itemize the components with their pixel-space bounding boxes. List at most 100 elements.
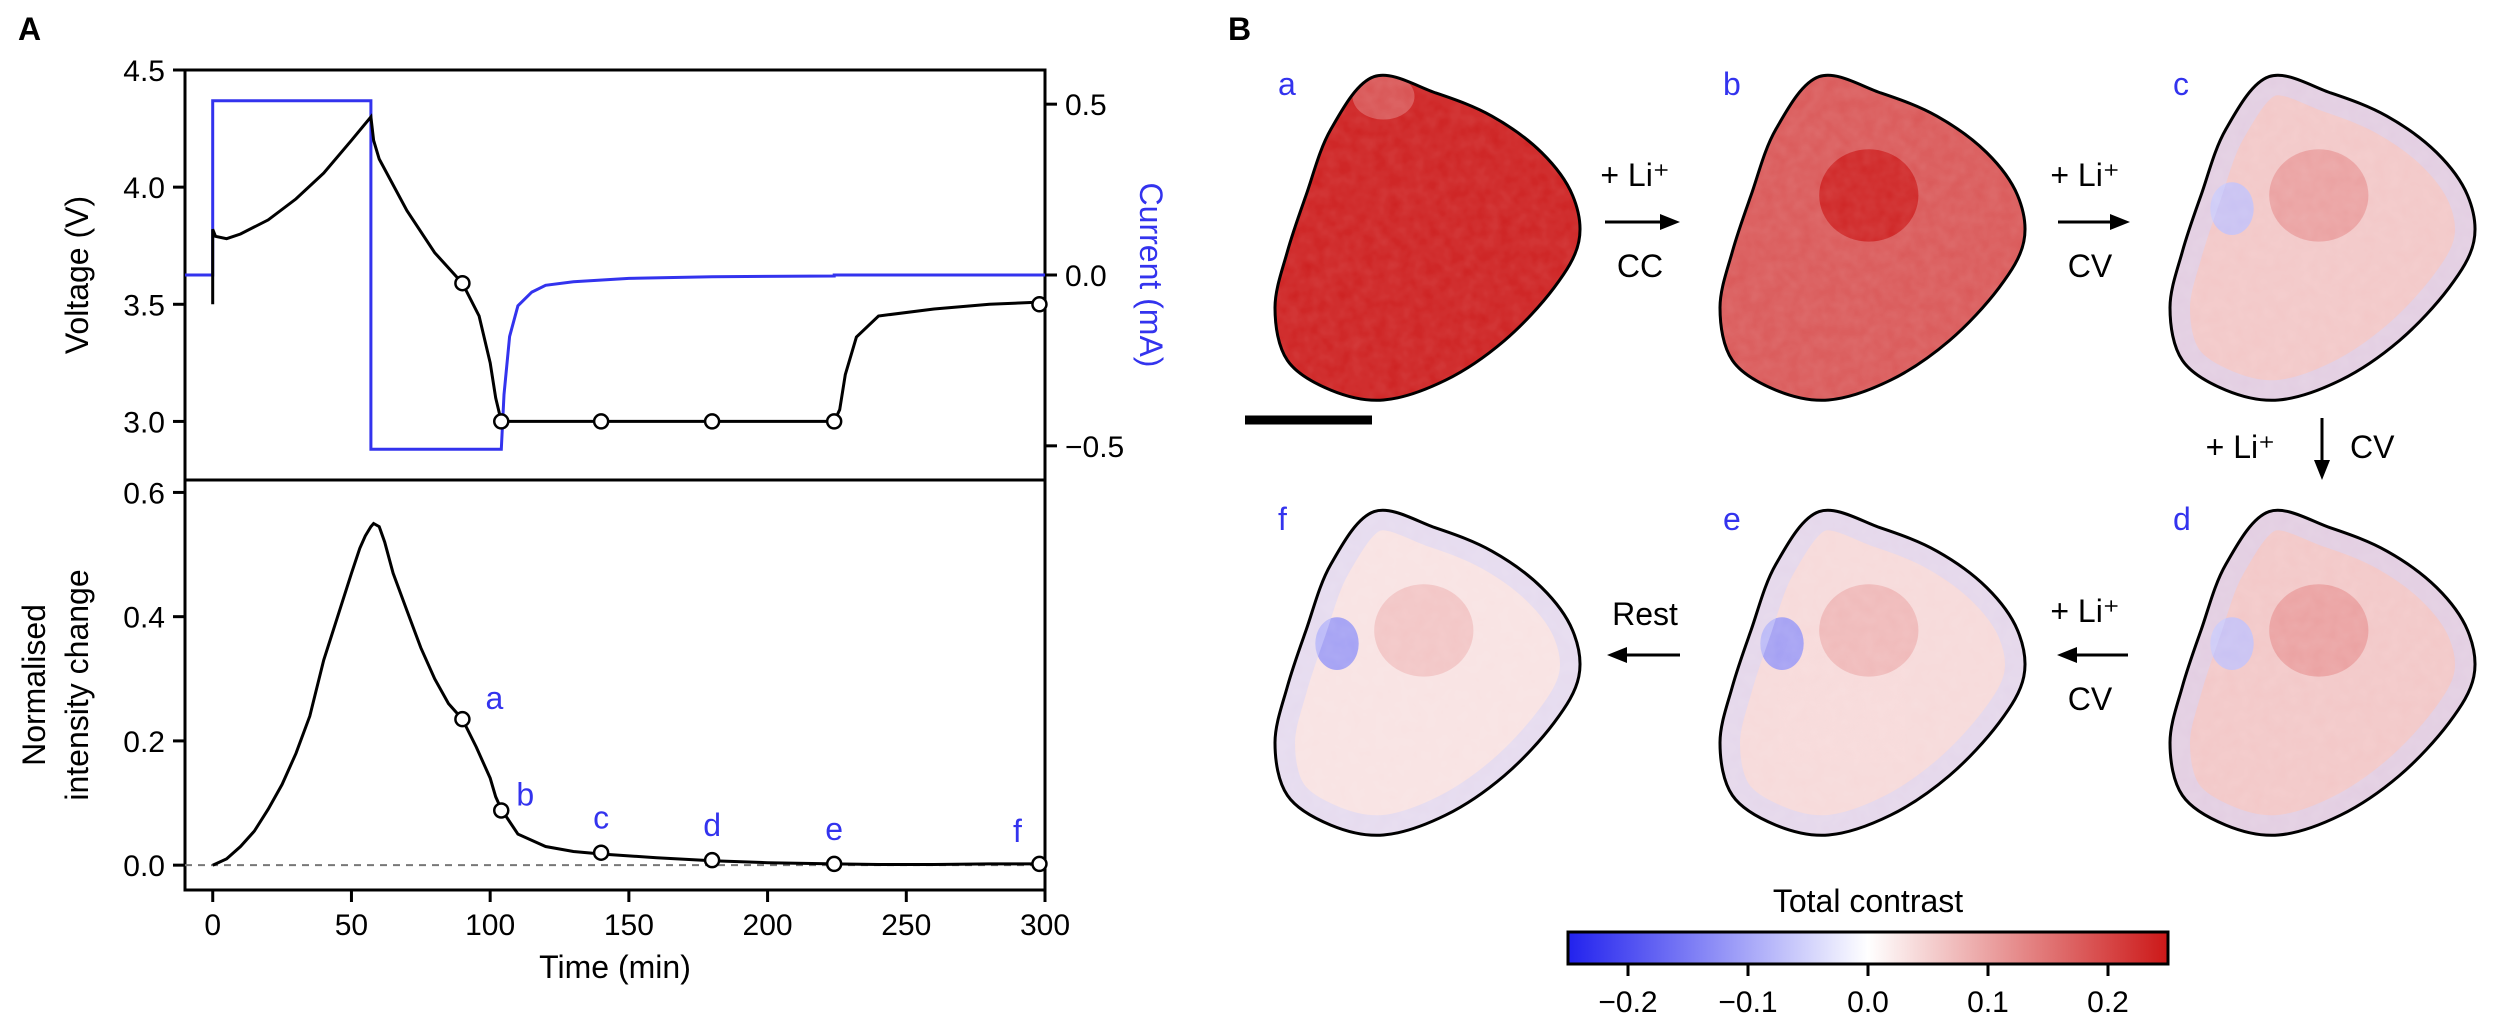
intensity-marker-label: f [1013,813,1022,849]
transition-d-e-top: + Li⁺ [2050,593,2119,629]
contrast-map-d: d [2168,501,2477,837]
current-tick-label: 0.5 [1065,89,1107,122]
voltage-marker [703,413,721,430]
arrowhead-icon [1660,214,1680,230]
map-texture [1720,75,2026,400]
voltage-marker [493,413,510,430]
voltage-tick-label: 4.0 [123,172,165,205]
current-axis-label: Current (mA) [1133,183,1169,368]
intensity-plot: a b c d e f 0.0 0.2 0.4 0.6 0 50 100 150 200 250 300 T… [16,477,1070,985]
bottom-plot-frame [183,478,1047,892]
map-outline [1718,73,2027,402]
colorbar-tick-label: −0.2 [1598,986,1657,1019]
map-outline [1718,508,2027,837]
intensity-marker [454,710,471,728]
map-label: f [1278,501,1287,537]
map-label: e [1723,501,1741,537]
transition-d-e: + Li⁺ CV [2050,593,2128,717]
voltage-tick-label: 4.5 [123,55,165,88]
arrowhead-icon [2110,214,2130,230]
colorbar-ticks: −0.2 −0.1 0.0 0.1 0.2 [1598,964,2129,1019]
transition-c-d-left: + Li⁺ [2206,429,2275,465]
intensity-tick-label: 0.4 [123,602,165,635]
time-tick-label: 150 [604,909,654,942]
arrowhead-icon [2314,460,2330,480]
panel-label-b: B [1228,11,1251,47]
voltage-axis-label: Voltage (V) [59,196,95,354]
colorbar-tick-label: 0.1 [1967,986,2009,1019]
voltage-axis-ticks: 3.0 3.5 4.0 4.5 [123,55,185,439]
map-label: b [1723,66,1741,102]
transition-a-b-bottom: CC [1617,248,1663,284]
intensity-marker-label: a [486,680,504,716]
map-outline [1273,508,1582,837]
transition-b-c-top: + Li⁺ [2050,157,2119,193]
map-texture [1275,75,1581,400]
map-outline [2168,508,2477,837]
voltage-series-line [211,113,1045,423]
transition-d-e-bottom: CV [2068,681,2113,717]
transition-b-c-bottom: CV [2068,248,2113,284]
time-tick-label: 100 [465,909,515,942]
voltage-marker [825,413,843,430]
voltage-markers [454,274,1048,430]
transition-e-f-top: Rest [1612,596,1678,632]
intensity-markers: a b c d e f [454,680,1048,873]
contrast-map-b: b [1718,66,2027,402]
contrast-map-c: c [2168,66,2477,402]
map-outline [2168,73,2477,402]
voltage-tick-label: 3.0 [123,406,165,439]
map-texture [2170,75,2476,400]
colorbar-gradient [1566,930,2170,966]
transition-a-b: + Li⁺ CC [1600,157,1680,284]
transition-b-c: + Li⁺ CV [2050,157,2130,284]
time-tick-label: 300 [1020,909,1070,942]
map-outline [1273,73,1582,402]
colorbar: Total contrast −0.2 −0.1 0.0 0.1 0.2 [1566,883,2170,1019]
contrast-map-e: e [1718,501,2027,837]
intensity-axis-label-line-2: intensity change [59,569,95,800]
current-series-line [185,99,1045,451]
intensity-axis-label-line-1: Normalised [16,604,52,766]
map-texture [1275,510,1581,835]
map-texture [1720,510,2026,835]
time-tick-label: 0 [204,909,221,942]
intensity-series-line [212,521,1040,867]
intensity-axis-ticks: 0.0 0.2 0.4 0.6 [123,477,185,883]
intensity-marker [825,855,843,873]
voltage-marker [1031,296,1048,313]
contrast-map-f: f [1273,501,1582,837]
intensity-marker [493,802,510,819]
contrast-map-a: a [1273,66,1582,402]
map-texture [2170,510,2476,835]
map-label: c [2173,66,2189,102]
current-tick-label: −0.5 [1065,431,1124,464]
colorbar-title: Total contrast [1773,883,1963,919]
contrast-maps: a b c d e f [1273,66,2477,837]
transition-c-d-right: CV [2350,429,2395,465]
intensity-marker-label: b [516,776,534,812]
time-tick-label: 250 [881,909,931,942]
intensity-marker-label: c [593,800,609,836]
map-label: a [1278,66,1296,102]
intensity-marker [1031,855,1048,873]
intensity-tick-label: 0.0 [123,850,165,883]
colorbar-tick-label: 0.0 [1847,986,1889,1019]
voltage-marker [454,274,471,292]
current-axis-ticks: 0.5 0.0 −0.5 [1045,89,1124,464]
voltage-tick-label: 3.5 [123,289,165,322]
transition-a-b-top: + Li⁺ [1600,157,1669,193]
colorbar-tick-label: 0.2 [2087,986,2129,1019]
panel-label-a: A [18,11,41,47]
transition-c-d: + Li⁺ CV [2206,418,2395,480]
intensity-marker [592,844,610,861]
arrowhead-icon [1607,647,1627,663]
intensity-tick-label: 0.6 [123,477,165,510]
intensity-marker [703,851,721,869]
voltage-current-plot: 3.0 3.5 4.0 4.5 0.5 0.0 −0.5 Voltage (V) Curr… [59,55,1169,482]
time-tick-label: 50 [335,909,368,942]
map-label: d [2173,501,2191,537]
intensity-marker-label: e [825,811,843,847]
arrowhead-icon [2057,647,2077,663]
